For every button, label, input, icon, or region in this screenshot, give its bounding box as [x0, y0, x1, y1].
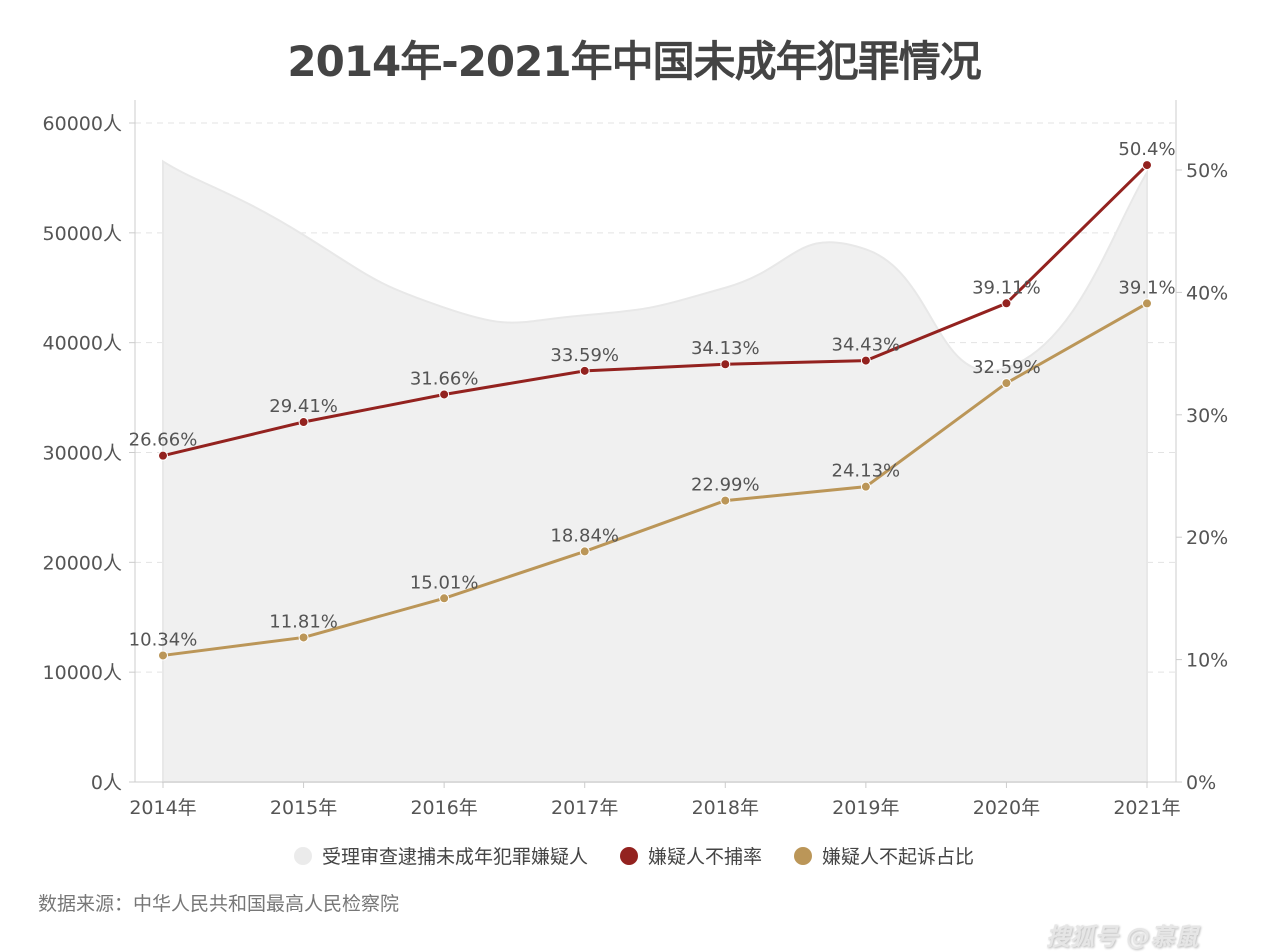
data-label: 29.41%	[269, 396, 338, 417]
left-tick-label: 20000人	[43, 552, 122, 574]
data-label: 31.66%	[410, 368, 479, 389]
data-label: 50.4%	[1118, 139, 1175, 160]
left-tick-label: 10000人	[43, 662, 122, 684]
watermark: 搜狐号 @慕鼠	[1046, 923, 1199, 951]
right-tick-label: 40%	[1186, 282, 1228, 304]
data-label: 26.66%	[129, 430, 198, 451]
x-tick-label: 2017年	[551, 797, 618, 819]
x-tick-label: 2016年	[410, 797, 477, 819]
data-label: 22.99%	[691, 475, 760, 496]
data-point	[860, 481, 871, 492]
legend-dot	[619, 846, 638, 865]
data-point	[579, 546, 590, 557]
x-tick-label: 2021年	[1113, 797, 1180, 819]
legend-dot	[794, 846, 812, 865]
left-tick-label: 30000人	[43, 443, 122, 465]
x-tick-label: 2015年	[270, 797, 337, 819]
x-tick-label: 2018年	[692, 797, 759, 819]
area-series	[162, 159, 1148, 783]
left-tick-label: 60000人	[43, 113, 122, 135]
x-tick-label: 2014年	[129, 797, 196, 819]
line-series-1	[162, 164, 1149, 458]
data-point	[720, 359, 731, 370]
legend-dot	[293, 846, 312, 865]
data-point	[1001, 298, 1012, 309]
data-label: 11.81%	[269, 611, 338, 632]
data-point	[1142, 160, 1152, 171]
x-tick-label: 2020年	[973, 797, 1040, 819]
data-label: 39.1%	[1118, 277, 1175, 298]
data-point	[1142, 298, 1152, 309]
data-label: 32.59%	[972, 357, 1041, 378]
data-label: 33.59%	[550, 345, 619, 366]
x-tick-label: 2019年	[832, 797, 899, 819]
right-tick-label: 10%	[1186, 650, 1228, 672]
right-tick-label: 50%	[1186, 160, 1228, 182]
data-point	[439, 593, 450, 604]
data-point	[720, 495, 731, 506]
chart-svg: 0人 10000人 20000人 30000人 40000人 50000人 60000人 0%…	[43, 100, 1228, 819]
chart-title: 2014年-2021年中国未成年犯罪情况	[287, 37, 981, 86]
data-label: 18.84%	[550, 525, 619, 546]
legend-item-not-arrest-rate[interactable]: 嫌疑人不捕率	[619, 842, 762, 869]
data-label: 10.34%	[129, 629, 198, 650]
line-series-2	[162, 302, 1148, 657]
legend-label: 嫌疑人不捕率	[647, 846, 762, 868]
data-label: 24.13%	[832, 461, 901, 482]
data-point	[298, 417, 309, 428]
source-note: 数据来源：中华人民共和国最高人民检察院	[38, 893, 400, 915]
left-tick-label: 0人	[91, 772, 122, 794]
legend: 受理审查逮捕未成年犯罪嫌疑人 嫌疑人不捕率 嫌疑人不起诉占比	[0, 842, 1268, 869]
left-tick-label: 50000人	[43, 223, 122, 245]
data-point	[439, 389, 450, 400]
data-point	[158, 650, 168, 661]
data-label: 34.43%	[832, 335, 901, 356]
left-tick-label: 40000人	[43, 333, 122, 355]
right-tick-label: 20%	[1186, 527, 1228, 549]
data-point	[158, 450, 168, 461]
data-point	[860, 355, 871, 366]
legend-item-area[interactable]: 受理审查逮捕未成年犯罪嫌疑人	[293, 842, 588, 869]
data-point	[298, 632, 309, 643]
data-label: 15.01%	[410, 572, 479, 593]
legend-label: 受理审查逮捕未成年犯罪嫌疑人	[321, 846, 588, 868]
data-label: 39.11%	[972, 277, 1041, 298]
right-tick-label: 30%	[1186, 405, 1228, 427]
legend-item-non-prosecution-ratio[interactable]: 嫌疑人不起诉占比	[794, 842, 974, 869]
legend-label: 嫌疑人不起诉占比	[822, 846, 975, 868]
data-point	[579, 365, 590, 376]
data-label: 34.13%	[691, 338, 760, 359]
data-point	[1001, 378, 1012, 389]
right-tick-label: 0%	[1186, 772, 1216, 794]
